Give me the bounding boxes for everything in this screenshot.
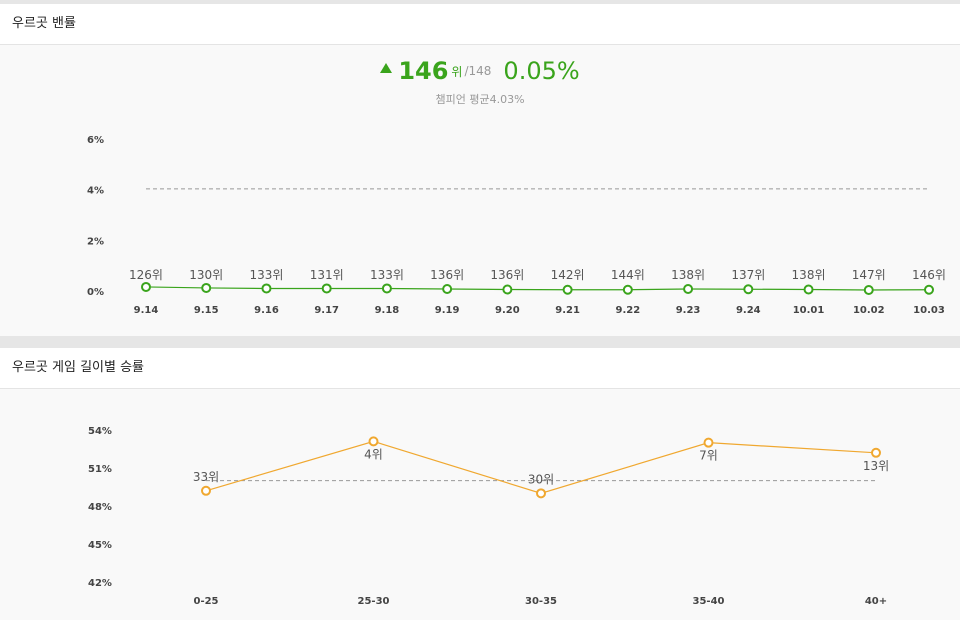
win-rate-chart: 54% 51% 48% 45% 42% 33위 4위 30위 7위 13위 0-25 25-30 30-… (88, 426, 889, 607)
x-tick-label: 9.17 (314, 305, 339, 316)
data-point (703, 437, 714, 448)
rank-label: 136위 (490, 268, 524, 282)
rank-up-icon (380, 63, 393, 73)
x-tick-label: 9.21 (555, 305, 580, 316)
y-tick-label: 54% (88, 426, 112, 437)
rank-label: 138위 (671, 268, 705, 282)
data-point (201, 485, 211, 496)
data-point (743, 284, 754, 295)
data-point (683, 283, 694, 294)
series-line (145, 286, 930, 291)
rank-label: 33위 (193, 470, 219, 484)
rank-label: 138위 (792, 268, 826, 282)
data-point (803, 284, 814, 295)
x-tick-label: 9.22 (616, 305, 641, 316)
data-point (381, 283, 392, 294)
data-point (321, 283, 332, 294)
data-point (871, 447, 881, 458)
rank-label: 147위 (852, 268, 886, 282)
y-tick-label: 48% (88, 502, 112, 513)
data-point (368, 436, 379, 447)
x-tick-label: 9.23 (676, 305, 701, 316)
data-point (502, 284, 513, 295)
x-tick-label: 10.03 (913, 305, 945, 316)
rank-label: 7위 (699, 449, 718, 463)
x-tick-label: 9.24 (736, 305, 761, 316)
data-point (201, 282, 212, 293)
rank-label: 136위 (430, 268, 464, 282)
y-tick-label: 42% (88, 578, 112, 589)
x-tick-label: 25-30 (358, 596, 390, 607)
y-tick-label: 51% (88, 464, 112, 475)
x-tick-label: 0-25 (193, 596, 218, 607)
data-point (562, 284, 573, 295)
data-point (261, 283, 272, 294)
data-point (442, 283, 453, 294)
x-tick-label: 9.15 (194, 305, 219, 316)
x-tick-label: 30-35 (525, 596, 557, 607)
rank-unit: 위 (451, 64, 463, 79)
x-tick-label: 9.20 (495, 305, 520, 316)
y-tick-label: 2% (87, 236, 104, 247)
rank-label: 131위 (310, 268, 344, 282)
x-tick-label: 40+ (865, 596, 887, 607)
rank-label: 144위 (611, 268, 645, 282)
x-tick-label: 10.01 (793, 305, 825, 316)
y-tick-label: 6% (87, 135, 104, 146)
rank-label: 30위 (528, 472, 554, 486)
data-point (141, 281, 151, 292)
rank-label: 133위 (370, 268, 404, 282)
champion-average-value: 4.03% (489, 93, 525, 106)
y-tick-label: 4% (87, 186, 104, 197)
rank-label: 130위 (189, 268, 223, 282)
rank-label: 146위 (912, 268, 946, 282)
rank-label: 142위 (551, 268, 585, 282)
rank-label: 137위 (731, 268, 765, 282)
y-tick-label: 0% (87, 287, 104, 298)
x-tick-label: 9.14 (134, 305, 159, 316)
data-point (924, 284, 934, 295)
champion-average: 챔피언 평균4.03% (0, 91, 960, 107)
champion-average-label: 챔피언 평균 (435, 93, 490, 106)
data-point (863, 284, 874, 295)
current-ban-rate: 0.05% (503, 57, 580, 85)
rank-label: 126위 (129, 268, 163, 282)
x-tick-label: 9.18 (375, 305, 400, 316)
ban-rate-title: 우르곳 밴률 (0, 4, 960, 45)
win-rate-panel: 우르곳 게임 길이별 승률 54% 51% 48% 45% 42% 33위 4위 30위 7위 1… (0, 348, 960, 620)
current-rank: 146 (398, 57, 449, 85)
x-tick-label: 35-40 (693, 596, 725, 607)
rank-label: 13위 (863, 459, 889, 473)
ban-rate-panel: 우르곳 밴률 146 위/148 0.05% 챔피언 평균4.03% 6% 4% 2% 0… (0, 4, 960, 336)
y-tick-label: 45% (88, 540, 112, 551)
rank-total: /148 (464, 64, 492, 78)
data-point (536, 488, 546, 499)
data-point (622, 284, 633, 295)
win-rate-title: 우르곳 게임 길이별 승률 (0, 348, 960, 389)
x-tick-label: 9.19 (435, 305, 460, 316)
rank-label: 133위 (249, 268, 283, 282)
x-tick-label: 10.02 (853, 305, 885, 316)
rank-label: 4위 (364, 447, 383, 461)
ban-rate-chart: 6% 4% 2% 0% 126위 130위 133위 131위 133위 136위 136위 142위… (87, 135, 946, 316)
ban-summary: 146 위/148 0.05% 챔피언 평균4.03% (0, 57, 960, 107)
x-tick-label: 9.16 (254, 305, 279, 316)
